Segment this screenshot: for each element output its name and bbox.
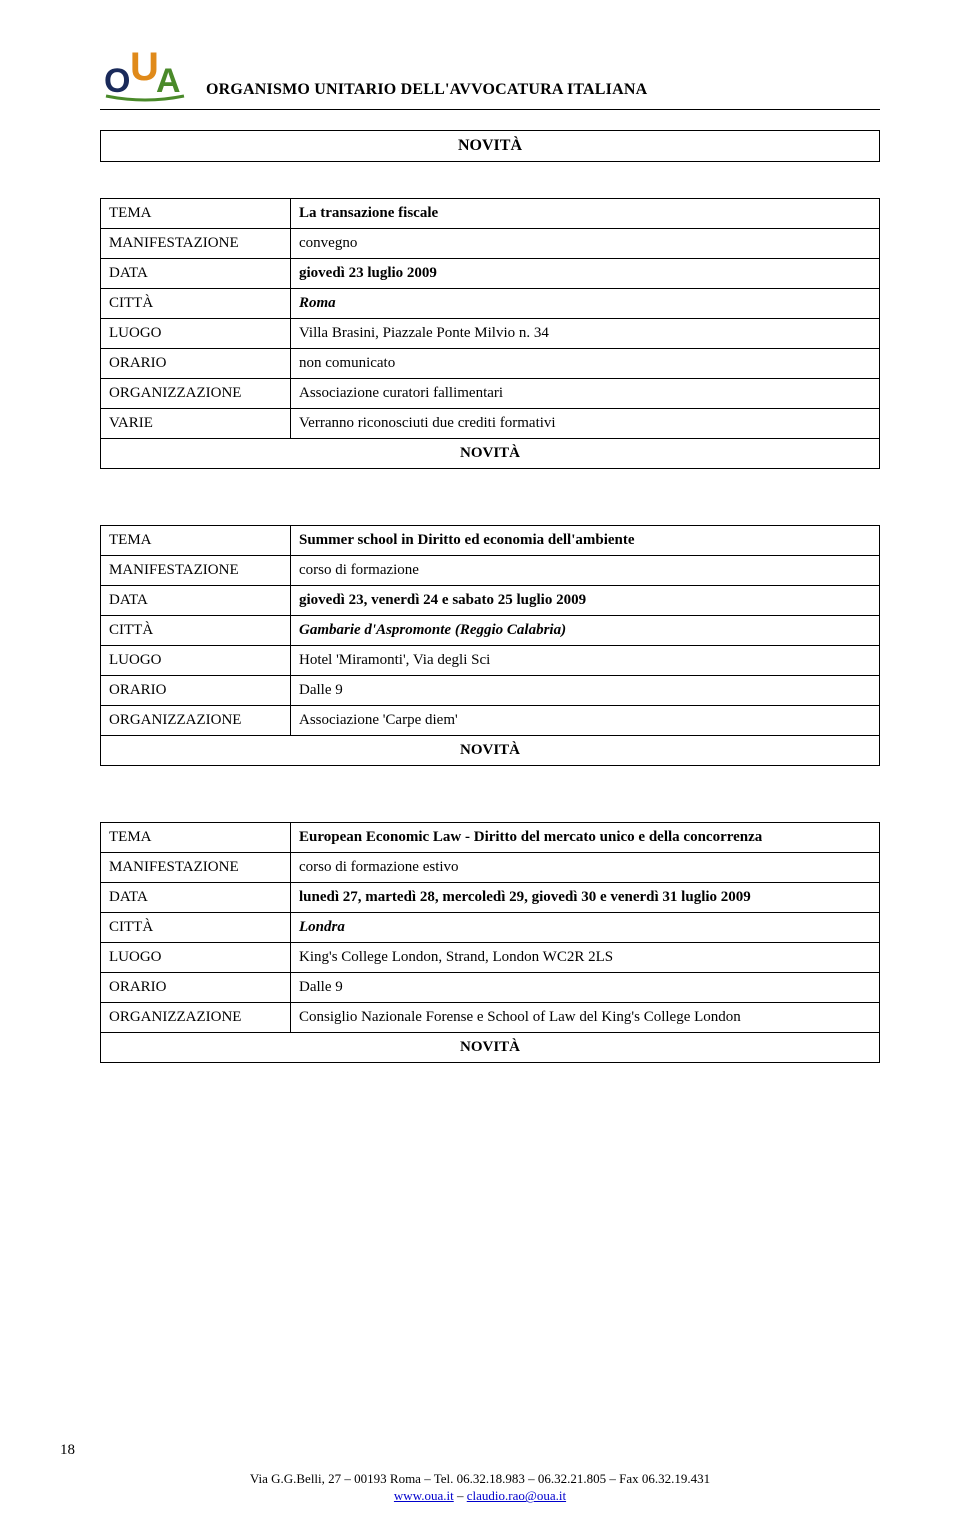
footer-sep: – — [454, 1488, 467, 1503]
label-data: DATA — [101, 586, 291, 616]
event2-tema: Summer school in Diritto ed economia del… — [291, 526, 880, 556]
label-tema: TEMA — [101, 526, 291, 556]
org-title: ORGANISMO UNITARIO DELL'AVVOCATURA ITALI… — [206, 81, 647, 105]
label-varie: VARIE — [101, 409, 291, 439]
svg-text:O: O — [104, 62, 130, 100]
label-citta: CITTÀ — [101, 913, 291, 943]
event3-citta: Londra — [291, 913, 880, 943]
event1-citta: Roma — [291, 289, 880, 319]
event1-manifestazione: convegno — [291, 229, 880, 259]
event3-data: lunedì 27, martedì 28, mercoledì 29, gio… — [291, 883, 880, 913]
label-orario: ORARIO — [101, 676, 291, 706]
event3-novita: NOVITÀ — [101, 1033, 880, 1063]
event1-varie: Verranno riconosciuti due crediti format… — [291, 409, 880, 439]
event1-tema: La transazione fiscale — [291, 199, 880, 229]
event1-novita: NOVITÀ — [101, 439, 880, 469]
page-number: 18 — [60, 1442, 75, 1459]
label-organizzazione: ORGANIZZAZIONE — [101, 379, 291, 409]
event3-orario: Dalle 9 — [291, 973, 880, 1003]
footer-website-link[interactable]: www.oua.it — [394, 1488, 454, 1503]
event-table-3: TEMA European Economic Law - Diritto del… — [100, 822, 880, 1063]
novita-heading: NOVITÀ — [100, 130, 880, 162]
event2-orario: Dalle 9 — [291, 676, 880, 706]
label-citta: CITTÀ — [101, 616, 291, 646]
label-luogo: LUOGO — [101, 646, 291, 676]
footer-address: Via G.G.Belli, 27 – 00193 Roma – Tel. 06… — [0, 1470, 960, 1488]
label-organizzazione: ORGANIZZAZIONE — [101, 706, 291, 736]
event1-luogo: Villa Brasini, Piazzale Ponte Milvio n. … — [291, 319, 880, 349]
label-data: DATA — [101, 259, 291, 289]
event3-organizzazione: Consiglio Nazionale Forense e School of … — [291, 1003, 880, 1033]
event1-data: giovedì 23 luglio 2009 — [291, 259, 880, 289]
label-orario: ORARIO — [101, 973, 291, 1003]
event1-organizzazione: Associazione curatori fallimentari — [291, 379, 880, 409]
event3-luogo: King's College London, Strand, London WC… — [291, 943, 880, 973]
label-organizzazione: ORGANIZZAZIONE — [101, 1003, 291, 1033]
oua-logo: O U A — [100, 40, 190, 105]
label-tema: TEMA — [101, 199, 291, 229]
event-table-1: TEMA La transazione fiscale MANIFESTAZIO… — [100, 198, 880, 469]
label-manifestazione: MANIFESTAZIONE — [101, 853, 291, 883]
footer-email-link[interactable]: claudio.rao@oua.it — [467, 1488, 566, 1503]
event2-data: giovedì 23, venerdì 24 e sabato 25 lugli… — [291, 586, 880, 616]
label-luogo: LUOGO — [101, 943, 291, 973]
event3-tema: European Economic Law - Diritto del merc… — [291, 823, 880, 853]
label-orario: ORARIO — [101, 349, 291, 379]
event2-novita: NOVITÀ — [101, 736, 880, 766]
svg-text:A: A — [156, 62, 181, 100]
event2-manifestazione: corso di formazione — [291, 556, 880, 586]
label-manifestazione: MANIFESTAZIONE — [101, 229, 291, 259]
label-manifestazione: MANIFESTAZIONE — [101, 556, 291, 586]
event-table-2: TEMA Summer school in Diritto ed economi… — [100, 525, 880, 766]
label-citta: CITTÀ — [101, 289, 291, 319]
event1-orario: non comunicato — [291, 349, 880, 379]
label-data: DATA — [101, 883, 291, 913]
page-footer: Via G.G.Belli, 27 – 00193 Roma – Tel. 06… — [0, 1470, 960, 1505]
event2-organizzazione: Associazione 'Carpe diem' — [291, 706, 880, 736]
event3-manifestazione: corso di formazione estivo — [291, 853, 880, 883]
label-luogo: LUOGO — [101, 319, 291, 349]
label-tema: TEMA — [101, 823, 291, 853]
svg-text:U: U — [130, 45, 159, 89]
event2-citta: Gambarie d'Aspromonte (Reggio Calabria) — [291, 616, 880, 646]
event2-luogo: Hotel 'Miramonti', Via degli Sci — [291, 646, 880, 676]
page-header: O U A ORGANISMO UNITARIO DELL'AVVOCATURA… — [100, 40, 880, 110]
